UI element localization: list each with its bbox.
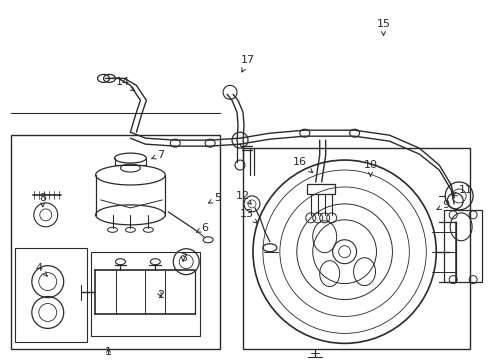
Text: 13: 13 [240, 209, 258, 224]
Text: 2: 2 [157, 289, 164, 300]
Text: 5: 5 [209, 193, 221, 203]
Bar [11, 135, 220, 349]
Text: 14: 14 [116, 77, 135, 91]
Text: 9: 9 [437, 200, 450, 210]
Text: 8: 8 [39, 193, 47, 207]
Text: 15: 15 [376, 19, 391, 36]
Bar [243, 148, 470, 349]
Bar [15, 248, 87, 342]
Text: 10: 10 [364, 160, 377, 176]
Text: 3: 3 [180, 253, 187, 263]
Text: 7: 7 [151, 150, 164, 160]
Text: 1: 1 [105, 347, 112, 357]
Text: 16: 16 [293, 157, 313, 172]
Text: 12: 12 [236, 191, 251, 204]
Text: 6: 6 [196, 223, 209, 233]
Text: 4: 4 [35, 263, 47, 276]
Bar [444, 210, 482, 282]
Bar [307, 184, 335, 194]
Text: 17: 17 [241, 55, 255, 72]
Text: 11: 11 [453, 185, 473, 196]
Bar [91, 252, 200, 336]
